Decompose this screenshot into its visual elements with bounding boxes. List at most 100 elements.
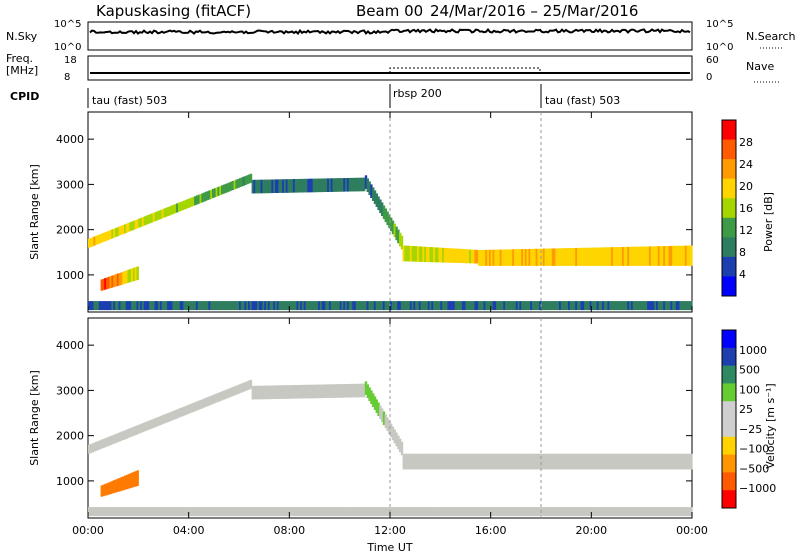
data-cell — [409, 301, 413, 311]
data-cell — [688, 507, 691, 517]
data-cell — [630, 301, 634, 311]
data-cell — [535, 453, 538, 470]
data-cell — [359, 507, 362, 517]
data-cell — [136, 301, 139, 311]
data-cell — [447, 453, 450, 470]
data-cell — [607, 247, 610, 266]
data-cell — [636, 453, 639, 470]
data-cell — [267, 301, 271, 311]
data-cell — [177, 408, 181, 418]
data-cell — [508, 249, 511, 266]
data-cell — [417, 507, 420, 517]
data-cell — [129, 428, 132, 438]
data-cell — [478, 507, 481, 517]
data-cell — [113, 301, 116, 311]
data-cell — [310, 384, 314, 399]
data-cell — [125, 474, 129, 490]
data-cell — [224, 301, 227, 311]
data-cell — [249, 379, 253, 389]
data-cell — [125, 223, 129, 233]
noise-sky-label: N.Sky — [6, 30, 38, 43]
data-cell — [550, 453, 553, 470]
data-cell — [240, 383, 244, 393]
data-cell — [199, 507, 202, 517]
data-cell — [569, 453, 573, 470]
data-cell — [231, 301, 235, 311]
data-cell — [393, 223, 396, 238]
data-cell — [104, 278, 107, 290]
data-cell — [106, 277, 109, 290]
data-cell — [611, 301, 614, 311]
data-cell — [670, 245, 673, 266]
data-cell — [429, 247, 432, 263]
data-cell — [129, 301, 132, 311]
data-cell — [271, 507, 274, 517]
data-cell — [172, 507, 175, 517]
data-cell — [596, 301, 600, 311]
data-cell — [514, 249, 517, 266]
data-cell — [170, 411, 174, 421]
data-cell — [456, 507, 459, 517]
data-cell — [106, 301, 109, 311]
data-cell — [154, 507, 157, 517]
data-cell — [276, 507, 280, 517]
data-cell — [519, 249, 522, 266]
data-cell — [228, 388, 231, 398]
data-cell — [363, 177, 366, 192]
data-cell — [388, 420, 391, 435]
data-cell — [115, 479, 118, 493]
data-cell — [307, 301, 310, 311]
data-cell — [476, 453, 479, 470]
data-cell — [463, 453, 467, 470]
data-cell — [255, 301, 258, 311]
data-cell — [111, 507, 114, 517]
data-cell — [621, 453, 625, 470]
colorbar-tick-label: 24 — [739, 158, 753, 171]
data-cell — [643, 507, 646, 517]
data-cell — [483, 249, 486, 266]
data-cell — [661, 507, 664, 517]
data-cell — [95, 441, 98, 451]
colorbar-swatch — [722, 472, 736, 491]
data-cell — [434, 453, 438, 470]
data-cell — [292, 385, 296, 399]
data-cell — [544, 453, 547, 470]
data-cell — [165, 207, 168, 217]
data-cell — [237, 507, 240, 517]
data-cell — [523, 453, 526, 470]
data-cell — [440, 301, 443, 311]
data-cell — [479, 507, 483, 517]
data-cell — [190, 403, 193, 413]
data-cell — [334, 301, 337, 311]
data-cell — [235, 385, 238, 395]
velocity-axes: 1000 2000 3000 4000 Slant Range [km] — [28, 318, 693, 518]
noise-left-tick-top: 10^5 — [54, 19, 81, 30]
data-cell — [611, 247, 614, 266]
data-cell — [485, 507, 488, 517]
data-cell — [249, 173, 253, 183]
data-cell — [251, 301, 254, 311]
data-cell — [621, 247, 625, 266]
data-cell — [150, 301, 154, 311]
data-cell — [122, 225, 125, 234]
data-cell — [222, 184, 226, 194]
data-cell — [521, 453, 524, 470]
data-cell — [684, 301, 688, 311]
data-cell — [638, 246, 641, 266]
data-cell — [505, 507, 508, 517]
data-cell — [141, 423, 145, 433]
data-cell — [585, 507, 589, 517]
data-cell — [515, 507, 519, 517]
noise-search-label: N.Search — [746, 30, 796, 43]
data-cell — [517, 453, 520, 470]
data-cell — [215, 301, 218, 311]
data-cell — [609, 507, 612, 517]
data-cell — [116, 433, 120, 443]
data-cell — [400, 441, 404, 456]
data-cell — [636, 301, 639, 311]
data-cell — [544, 248, 547, 266]
data-cell — [494, 301, 497, 311]
data-cell — [301, 507, 305, 517]
data-cell — [411, 453, 414, 470]
data-cell — [488, 249, 492, 266]
